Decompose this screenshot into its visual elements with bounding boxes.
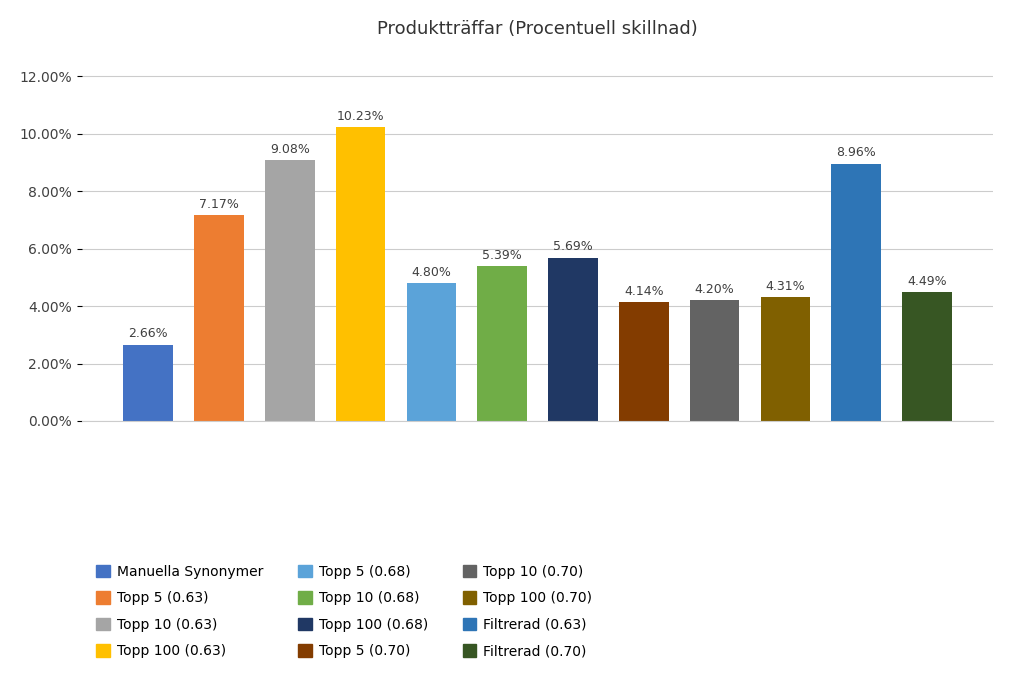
Bar bbox=[548, 257, 598, 421]
Bar bbox=[407, 283, 456, 421]
Bar bbox=[761, 297, 810, 421]
Bar bbox=[265, 160, 314, 421]
Bar bbox=[831, 164, 881, 421]
Bar bbox=[690, 300, 739, 421]
Bar bbox=[123, 344, 173, 421]
Title: Produktträffar (Procentuell skillnad): Produktträffar (Procentuell skillnad) bbox=[377, 20, 698, 37]
Text: 5.69%: 5.69% bbox=[553, 240, 593, 253]
Text: 4.49%: 4.49% bbox=[907, 275, 947, 288]
Bar bbox=[336, 127, 385, 421]
Bar bbox=[902, 292, 952, 421]
Text: 2.66%: 2.66% bbox=[128, 327, 168, 340]
Text: 4.31%: 4.31% bbox=[766, 280, 805, 293]
Text: 9.08%: 9.08% bbox=[269, 143, 309, 156]
Text: 8.96%: 8.96% bbox=[837, 146, 877, 160]
Legend: Manuella Synonymer, Topp 5 (0.63), Topp 10 (0.63), Topp 100 (0.63), Topp 5 (0.68: Manuella Synonymer, Topp 5 (0.63), Topp … bbox=[89, 558, 599, 665]
Text: 7.17%: 7.17% bbox=[199, 198, 239, 210]
Text: 4.20%: 4.20% bbox=[694, 283, 734, 296]
Text: 5.39%: 5.39% bbox=[482, 249, 522, 262]
Bar bbox=[195, 215, 244, 421]
Bar bbox=[620, 302, 669, 421]
Text: 4.80%: 4.80% bbox=[412, 265, 452, 279]
Bar bbox=[477, 266, 527, 421]
Text: 10.23%: 10.23% bbox=[337, 110, 384, 123]
Text: 4.14%: 4.14% bbox=[624, 285, 664, 297]
